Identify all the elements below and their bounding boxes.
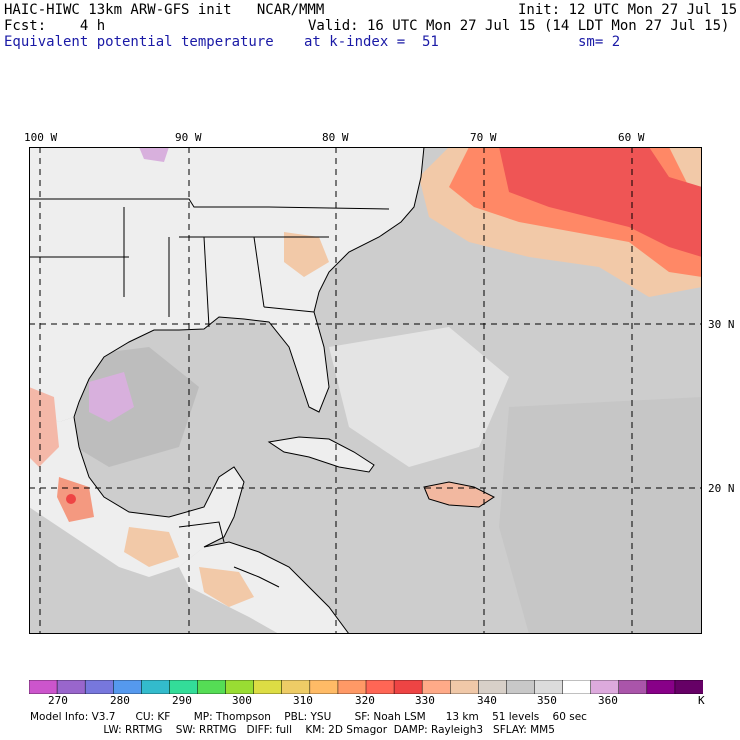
colorbar-label-310: 310 bbox=[293, 694, 313, 707]
colorbar-swatch bbox=[197, 680, 227, 694]
colorbar-label-350: 350 bbox=[537, 694, 557, 707]
colorbar-swatch bbox=[618, 680, 648, 694]
colorbar-unit: K bbox=[698, 694, 705, 707]
colorbar-label-300: 300 bbox=[232, 694, 252, 707]
mexico-coastline bbox=[73, 416, 350, 634]
state-border-1 bbox=[29, 198, 390, 210]
colorbar-swatch bbox=[534, 680, 564, 694]
field-name: Equivalent potential temperature bbox=[4, 34, 274, 50]
model-title: HAIC-HIWC 13km ARW-GFS init NCAR/MMM bbox=[4, 2, 325, 18]
patch-central-america bbox=[199, 567, 254, 607]
valid-time: Valid: 16 UTC Mon 27 Jul 15 (14 LDT Mon … bbox=[308, 18, 730, 34]
boundaries bbox=[29, 147, 495, 634]
hispaniola-outline bbox=[423, 481, 495, 508]
state-border-5 bbox=[203, 236, 210, 328]
mex-border-1 bbox=[178, 521, 225, 543]
colorbar-swatch bbox=[506, 680, 536, 694]
colorbar-swatch bbox=[393, 680, 423, 694]
land-patches bbox=[29, 147, 329, 607]
cuba-outline bbox=[267, 436, 375, 473]
colorbar-swatch bbox=[450, 680, 480, 694]
smoothing: sm= 2 bbox=[578, 34, 621, 50]
patch-midwest-purple bbox=[139, 147, 169, 162]
colorbar-swatch bbox=[281, 680, 311, 694]
colorbar-swatch bbox=[674, 680, 703, 694]
colorbar-swatch bbox=[141, 680, 171, 694]
colorbar-label-360: 360 bbox=[598, 694, 618, 707]
land-usa bbox=[29, 147, 424, 422]
colorbar bbox=[29, 680, 703, 694]
colorbar-label-330: 330 bbox=[415, 694, 435, 707]
forecast-hour: Fcst: 4 h bbox=[4, 18, 106, 34]
colorbar-label-340: 340 bbox=[477, 694, 497, 707]
lat-label-20n: 20 N bbox=[708, 482, 735, 495]
shade-atlantic-south bbox=[499, 397, 702, 634]
model-info-line2: LW: RRTMG SW: RRTMG DIFF: full KM: 2D Sm… bbox=[30, 724, 555, 736]
us-coastline bbox=[73, 147, 425, 418]
shade-325k-north bbox=[499, 147, 702, 257]
colorbar-label-320: 320 bbox=[355, 694, 375, 707]
lon-label-60w: 60 W bbox=[618, 131, 645, 144]
colorbar-swatch bbox=[562, 680, 592, 694]
colorbar-swatch bbox=[56, 680, 86, 694]
patch-mexico-north bbox=[29, 387, 59, 467]
lon-label-90w: 90 W bbox=[175, 131, 202, 144]
land-cuba bbox=[269, 437, 374, 472]
colorbar-swatch bbox=[84, 680, 114, 694]
ca-border-1 bbox=[233, 566, 280, 588]
lon-label-70w: 70 W bbox=[470, 131, 497, 144]
colorbar-swatch bbox=[169, 680, 199, 694]
colorbar-swatch bbox=[29, 680, 58, 694]
level-index: at k-index = 51 bbox=[304, 34, 439, 50]
colorbar-swatch bbox=[478, 680, 508, 694]
lon-label-100w: 100 W bbox=[24, 131, 58, 144]
colorbar-swatch bbox=[421, 680, 452, 694]
colorbar-swatch bbox=[225, 680, 255, 694]
land-central-america bbox=[179, 542, 349, 634]
colorbar-label-290: 290 bbox=[172, 694, 192, 707]
colorbar-label-280: 280 bbox=[110, 694, 130, 707]
colorbar-swatch bbox=[646, 680, 676, 694]
land-mexico bbox=[29, 407, 244, 577]
patch-texas-purple bbox=[89, 372, 134, 422]
colorbar-swatch bbox=[337, 680, 367, 694]
theta-e-shading bbox=[59, 147, 702, 634]
colorbar-swatch bbox=[309, 680, 339, 694]
shade-350k-gulfstream bbox=[329, 327, 509, 467]
model-info-line1: Model Info: V3.7 CU: KF MP: Thompson PBL… bbox=[30, 711, 587, 723]
colorbar-label-270: 270 bbox=[48, 694, 68, 707]
state-border-6 bbox=[253, 236, 265, 308]
colorbar-swatch bbox=[113, 680, 143, 694]
patch-mexico-hot bbox=[66, 494, 76, 504]
lon-label-80w: 80 W bbox=[322, 131, 349, 144]
weather-map bbox=[29, 147, 702, 634]
init-time: Init: 12 UTC Mon 27 Jul 15 bbox=[518, 2, 738, 18]
map-frame bbox=[29, 147, 702, 634]
lat-lon-grid bbox=[29, 147, 702, 634]
colorbar-swatch bbox=[590, 680, 620, 694]
patch-carolinas bbox=[284, 232, 329, 277]
patch-mexico-south bbox=[124, 527, 179, 567]
lat-label-30n: 30 N bbox=[708, 318, 735, 331]
colorbar-swatch bbox=[365, 680, 395, 694]
colorbar-swatch bbox=[253, 680, 283, 694]
state-border-8 bbox=[263, 306, 315, 313]
